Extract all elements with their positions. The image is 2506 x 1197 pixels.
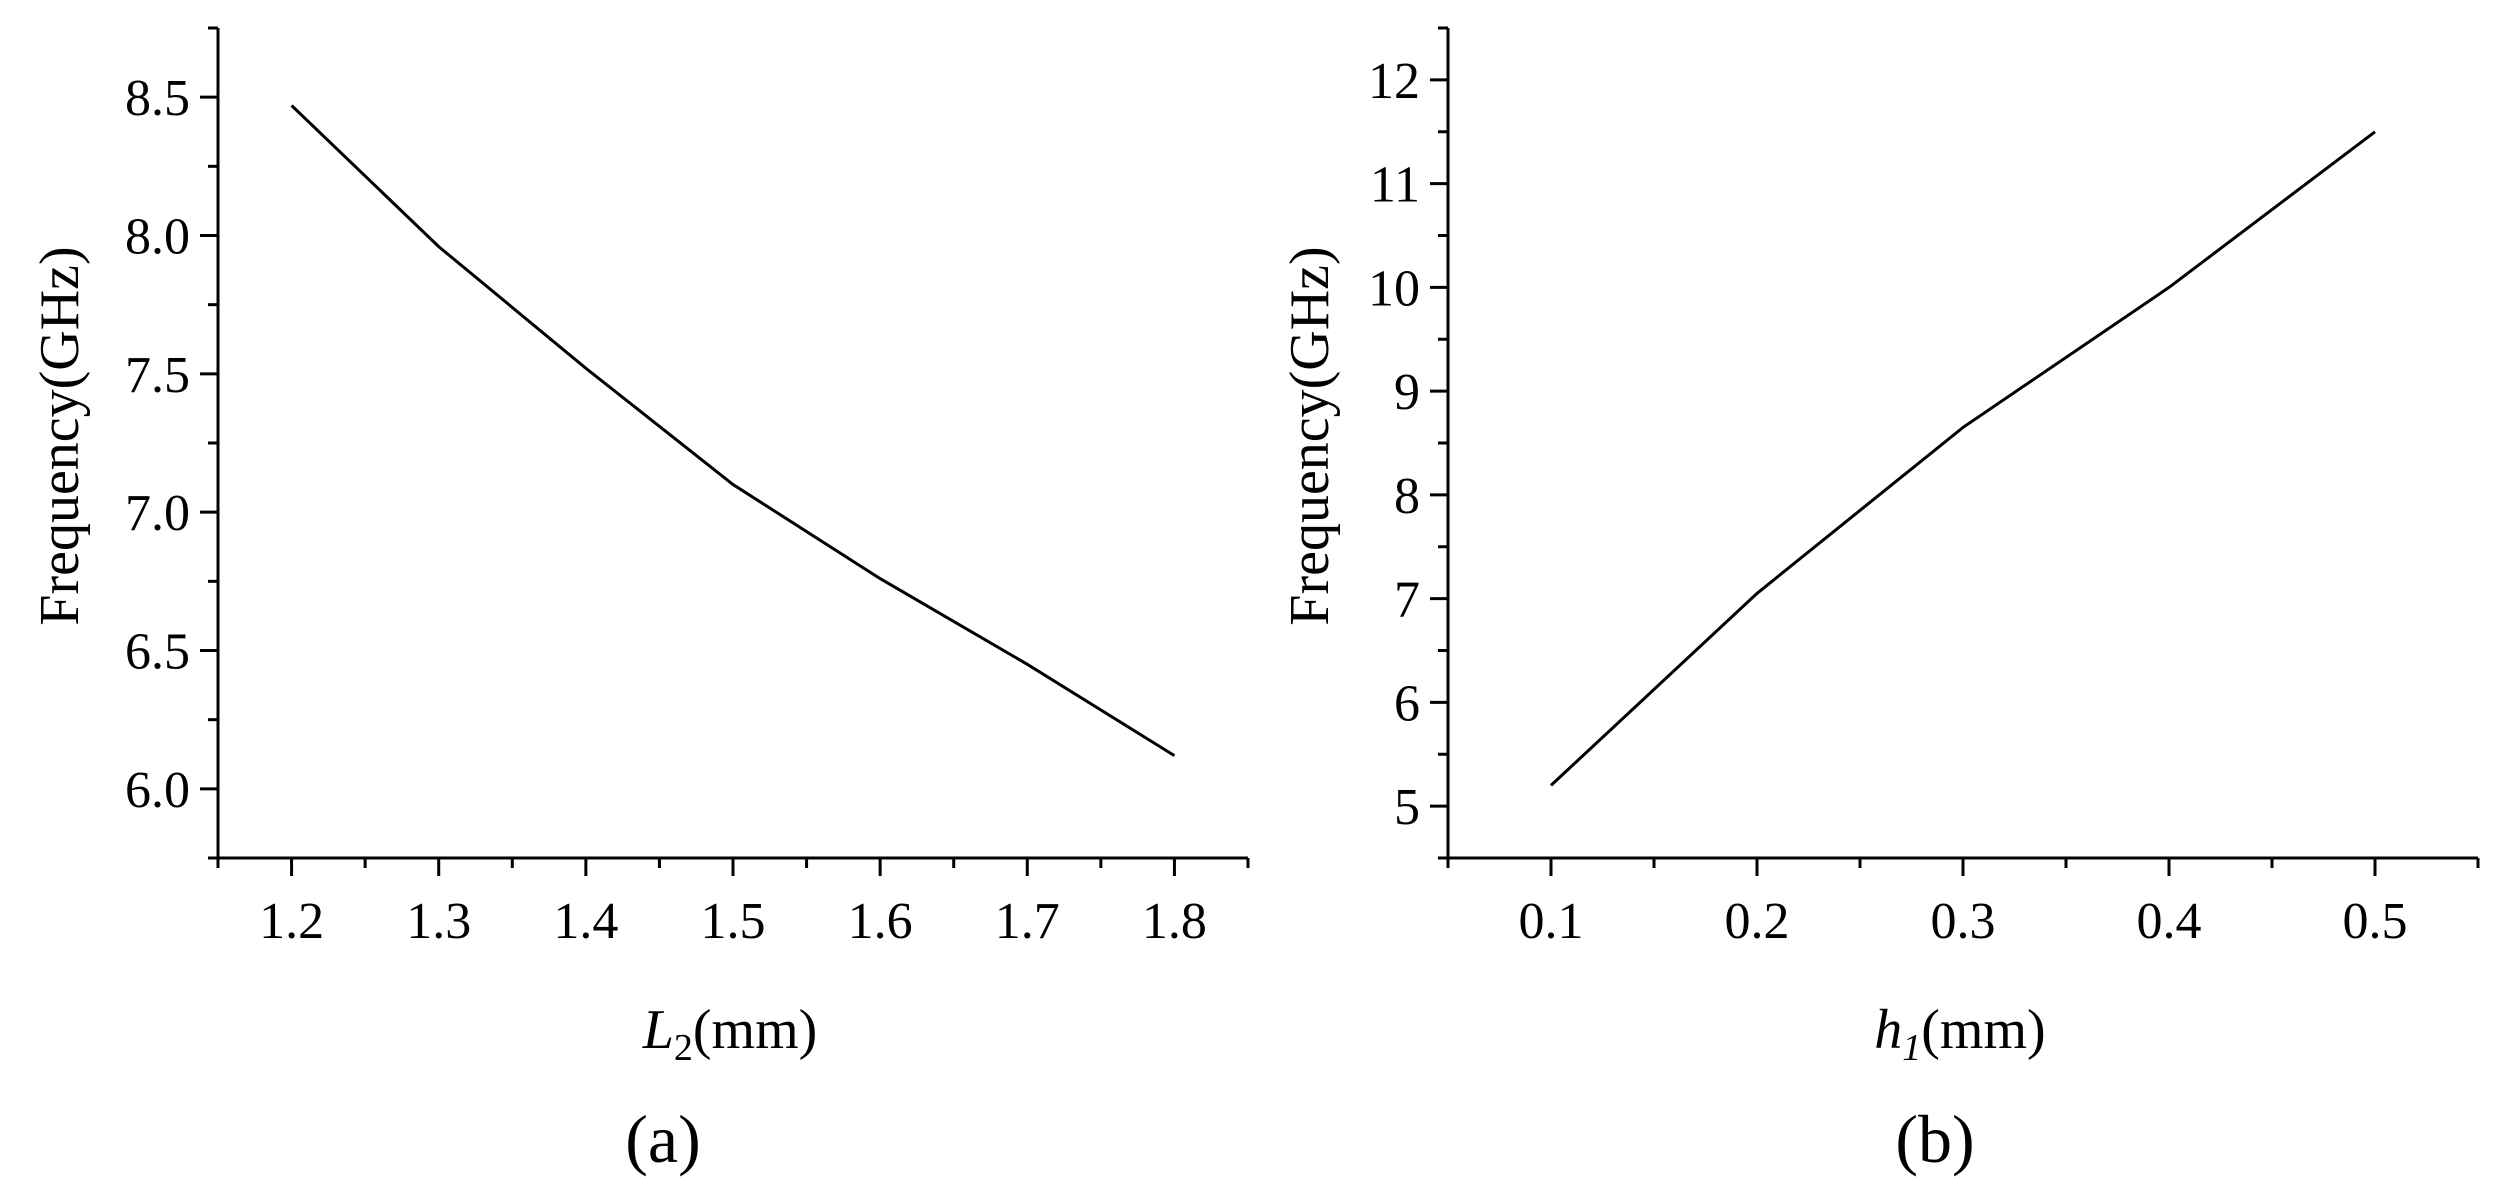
- x-axis-symbol-b: h: [1874, 999, 1902, 1061]
- x-axis-subscript-a: 2: [674, 1027, 693, 1069]
- y-tick-label: 8: [1394, 468, 1420, 525]
- panel-label-a: (a): [625, 1101, 700, 1177]
- chart-panel-b: 0.1 0.2 0.3 0.4 0.5 5 6 7 8 9 10 11 12 Frequency(GH…: [1279, 26, 2480, 1177]
- y-axis-title-a: Frequency(GHz): [29, 246, 91, 625]
- x-tick-label: 1.8: [1142, 893, 1207, 950]
- y-tick-label: 7.5: [125, 347, 190, 404]
- x-tick-labels-b: 0.1 0.2 0.3 0.4 0.5: [1519, 893, 2408, 950]
- y-tick-label: 9: [1394, 364, 1420, 421]
- x-axis-unit-b: (mm): [1921, 999, 2045, 1061]
- series-line-b: [1549, 130, 2376, 787]
- y-tick-label: 8.5: [125, 70, 190, 127]
- x-tick-label: 1.4: [553, 893, 618, 950]
- x-axis-subscript-b: 1: [1902, 1027, 1921, 1069]
- y-tick-label: 8.0: [125, 209, 190, 266]
- ticks-a: [200, 26, 1250, 876]
- x-tick-label: 1.2: [259, 893, 324, 950]
- x-tick-label: 0.1: [1519, 893, 1584, 950]
- y-tick-label: 6.5: [125, 624, 190, 681]
- y-tick-label: 7: [1394, 572, 1420, 629]
- x-tick-label: 1.3: [406, 893, 471, 950]
- y-tick-labels-a: 6.0 6.5 7.0 7.5 8.0 8.5: [125, 70, 190, 819]
- x-axis-symbol-a: L: [642, 999, 674, 1061]
- panel-label-b: (b): [1895, 1101, 1974, 1177]
- x-tick-label: 0.5: [2343, 893, 2408, 950]
- x-tick-label: 1.6: [848, 893, 913, 950]
- y-tick-label: 7.0: [125, 485, 190, 542]
- x-tick-label: 0.3: [1931, 893, 1996, 950]
- y-tick-label: 11: [1370, 157, 1420, 214]
- x-axis-title-b: h1(mm): [1874, 999, 2045, 1069]
- y-tick-label: 6.0: [125, 762, 190, 819]
- y-tick-label: 6: [1394, 675, 1420, 732]
- y-tick-label: 10: [1368, 260, 1420, 317]
- x-axis-unit-a: (mm): [693, 999, 817, 1061]
- series-line-a: [290, 104, 1176, 757]
- x-tick-label: 1.7: [995, 893, 1060, 950]
- y-tick-label: 12: [1368, 53, 1420, 110]
- x-tick-label: 0.4: [2137, 893, 2202, 950]
- y-tick-labels-b: 5 6 7 8 9 10 11 12: [1368, 53, 1420, 836]
- x-tick-labels-a: 1.2 1.3 1.4 1.5 1.6 1.7 1.8: [259, 893, 1207, 950]
- chart-panel-a: 1.2 1.3 1.4 1.5 1.6 1.7 1.8 6.0 6.5 7.0 7.5 8.0 8.5…: [29, 26, 1250, 1177]
- x-tick-label: 0.2: [1725, 893, 1790, 950]
- y-tick-label: 5: [1394, 779, 1420, 836]
- x-tick-label: 1.5: [701, 893, 766, 950]
- ticks-b: [1430, 26, 2480, 876]
- y-axis-title-b: Frequency(GHz): [1279, 246, 1341, 625]
- x-axis-title-a: L2(mm): [642, 999, 818, 1069]
